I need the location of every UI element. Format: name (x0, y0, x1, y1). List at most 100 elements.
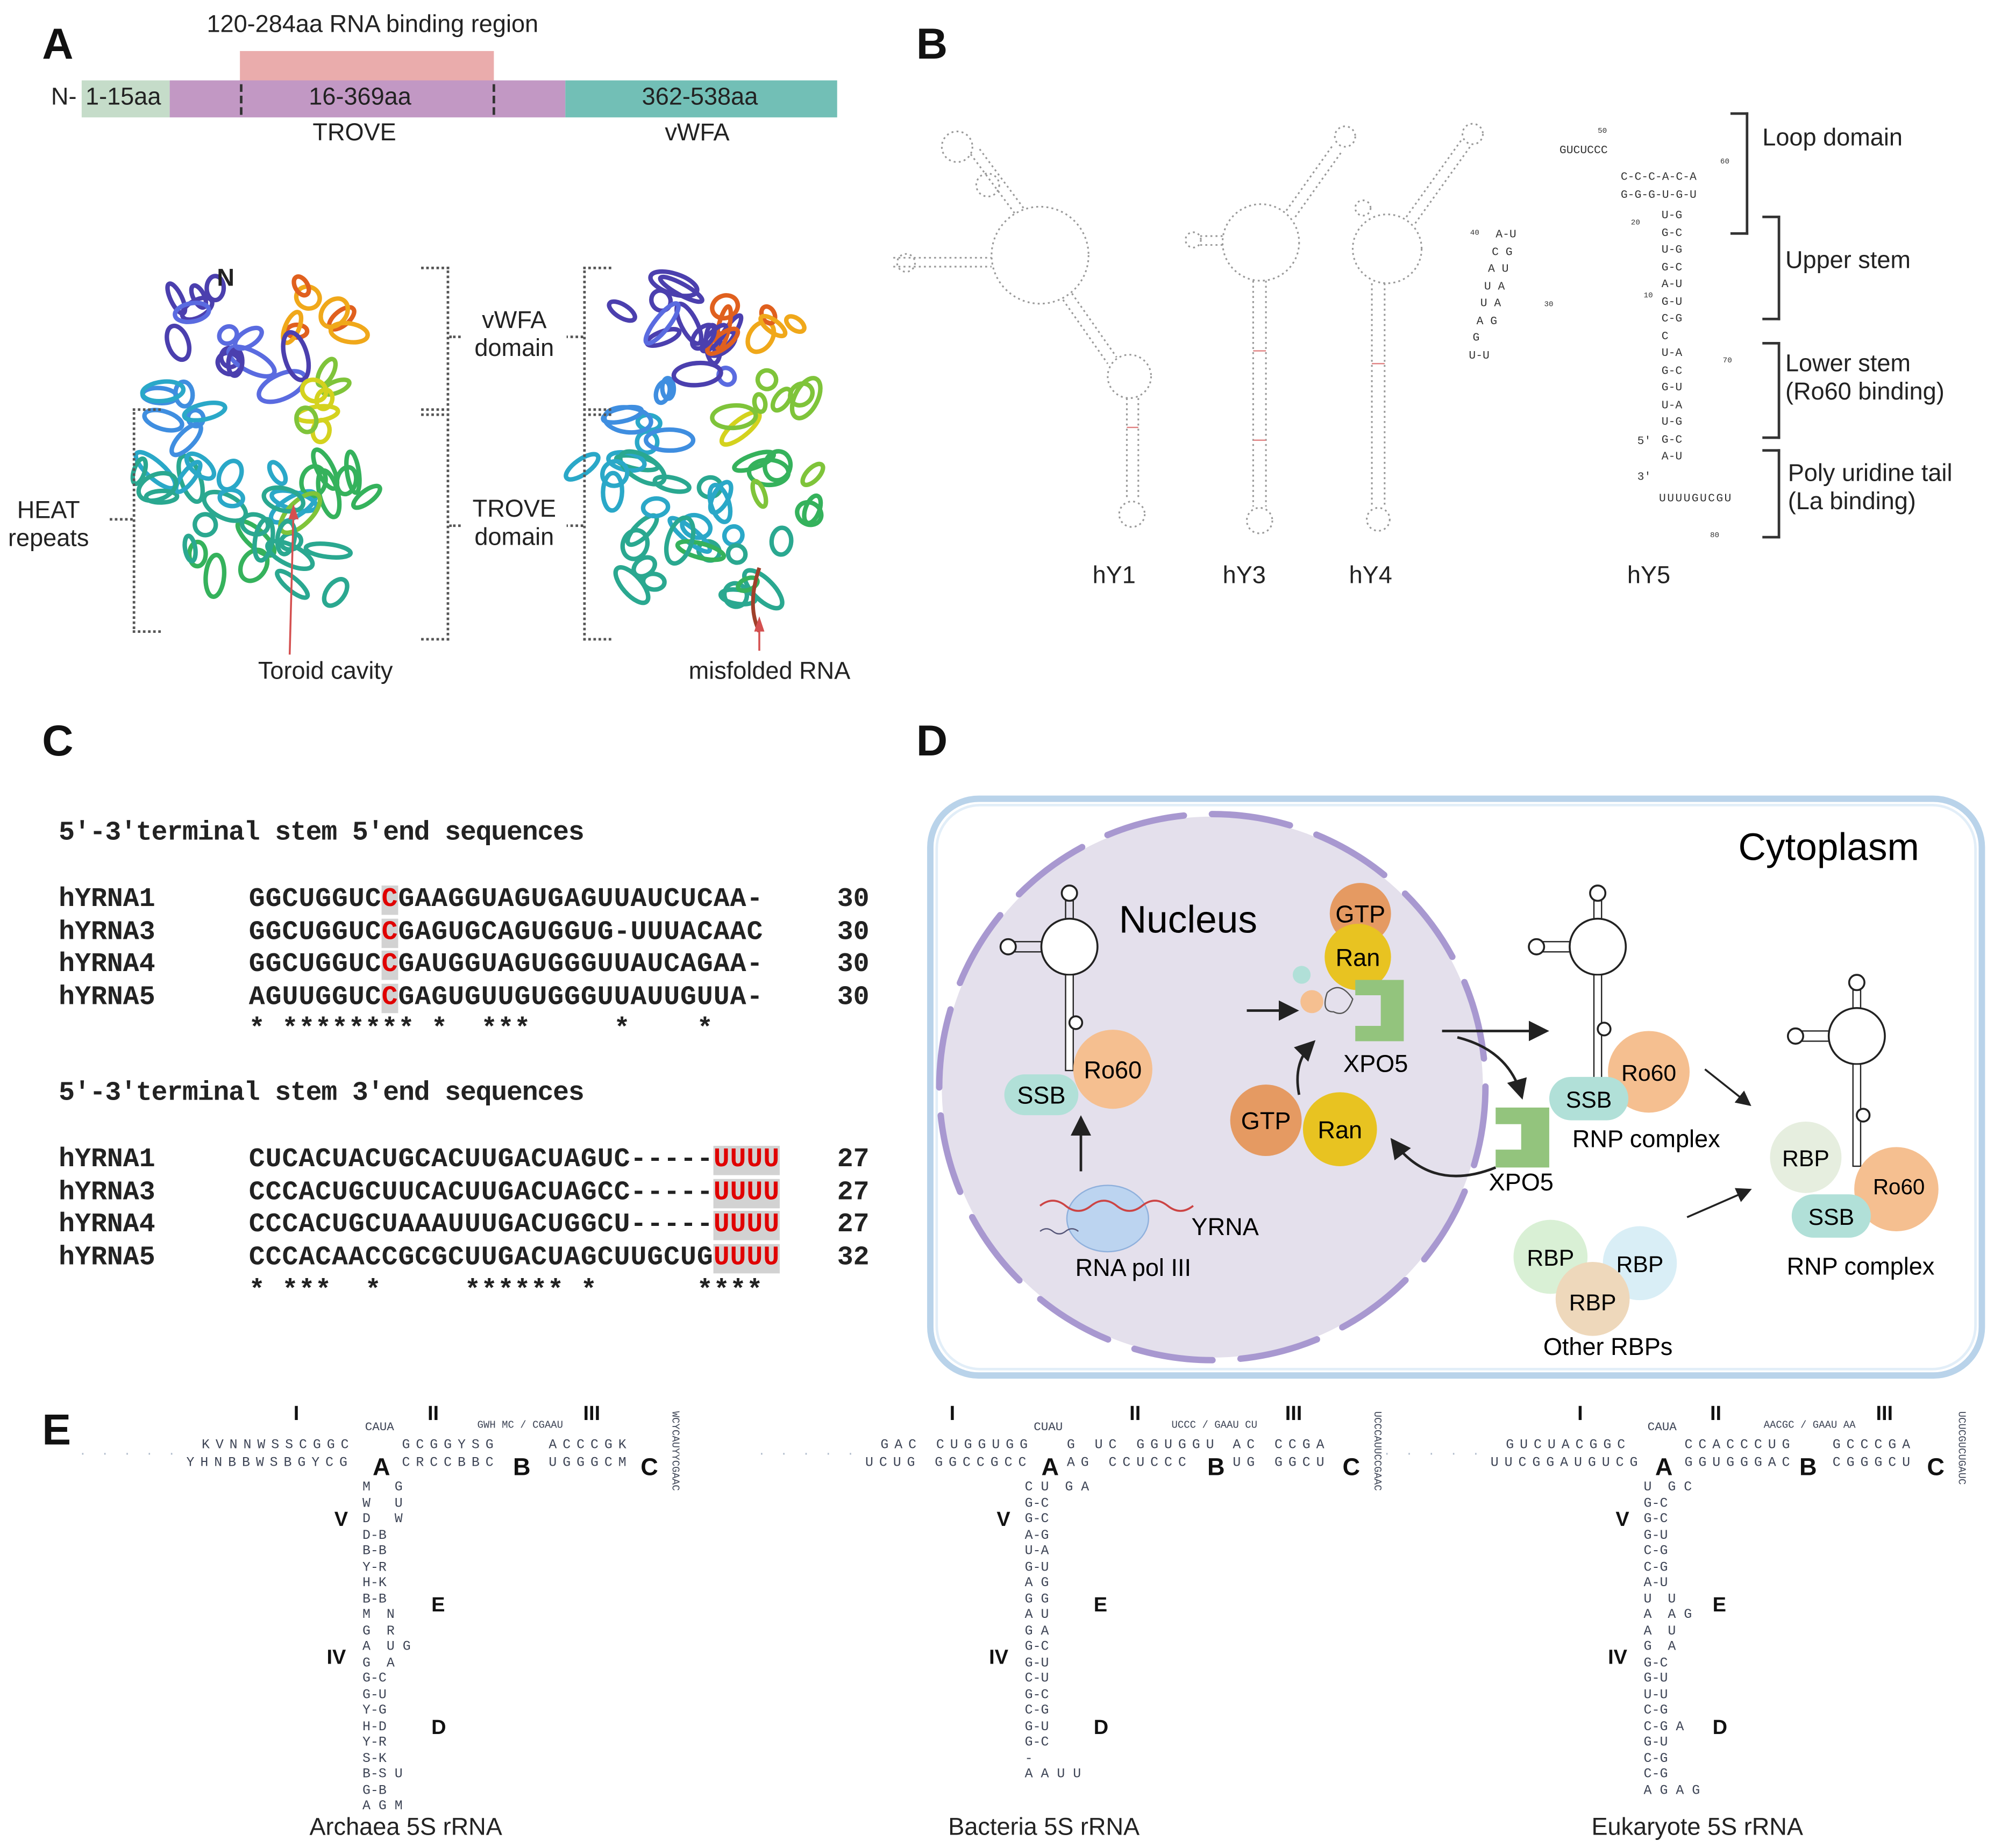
hy5-arm: A-U C G A U U A U A A G G U-U (1469, 227, 1516, 365)
yrna-icon (1786, 974, 1886, 1167)
helix-ribbon (758, 313, 788, 339)
rbp-protein (1770, 1121, 1842, 1193)
helix-ribbon (564, 452, 601, 482)
segment-label: 16-369aa (309, 84, 411, 111)
helix-ribbon (648, 269, 700, 298)
helix-ribbon (602, 405, 653, 435)
helix-label-v: V (334, 1509, 348, 1531)
hy5-loop-bottom: G-G-G-U-G-U (1620, 189, 1697, 202)
base-pair: G A (1024, 1623, 1049, 1639)
toroid-arrow (288, 510, 295, 655)
helix-i-bottom-strand: UCUG GGCCGCC (865, 1455, 1032, 1472)
helix-ribbon (281, 310, 304, 345)
base-pair: G-U (1024, 1719, 1049, 1735)
base-pair: A-U (1661, 278, 1683, 291)
highlighted-nucleotide: UUUU (713, 1211, 780, 1240)
yrna-icon (1528, 884, 1627, 1084)
xpo5-label: XPO5 (1343, 1050, 1408, 1077)
helix-label-i: I (293, 1403, 300, 1425)
nuclear-membrane (936, 811, 1489, 1364)
sequence: CUCACUACUGCACUUGACUAGUC-----UUUU (249, 1145, 780, 1176)
helix-ribbon (189, 283, 209, 310)
unpaired-dots: · · · · · (1383, 1447, 1484, 1461)
base-pair: A-G (1024, 1528, 1049, 1544)
base-pair: G-C (362, 1671, 387, 1687)
base-pair: A-U (1496, 228, 1516, 241)
helix-ribbon (226, 344, 277, 379)
helix-ribbon (328, 320, 370, 345)
loop-label-d: D (1093, 1717, 1109, 1739)
yrna-label: YRNA (1192, 1213, 1259, 1240)
base-pair: C-G (1024, 1703, 1049, 1719)
base-pair: C (1661, 330, 1669, 343)
base-pair: G-C (1661, 261, 1683, 274)
gtp-label: GTP (1335, 901, 1385, 928)
heat-repeats-label: HEAT repeats (8, 497, 89, 553)
loop-label-a: A (372, 1454, 390, 1482)
helix-label-iii: III (583, 1403, 601, 1425)
helix-ribbon (315, 356, 338, 388)
position-number: 10 (1643, 291, 1653, 300)
loop-c-sequence: WCYCAUYYCGAAC (668, 1411, 680, 1491)
base-pair: U A (1484, 280, 1505, 293)
loop-c-sequence: UCCCAUUCCGAAC (1370, 1411, 1383, 1491)
helix-ribbon (600, 459, 630, 488)
base-pair: C U G A (1024, 1480, 1089, 1496)
helix-ribbon (770, 387, 793, 413)
panel-label-e: E (42, 1406, 72, 1455)
sequence: AGUUGGUCCGAGUGUUGUGGGUUAUUGUUA- (249, 982, 764, 1014)
base-pair: G-C (1661, 364, 1683, 377)
base-pair: A U G (362, 1639, 411, 1655)
base-pair: W U (362, 1496, 403, 1511)
segment-label: 1-15aa (85, 84, 161, 111)
base-pair: U A (1480, 297, 1501, 310)
toroid-cavity-label: Toroid cavity (258, 658, 393, 686)
base-pair: B-S U (362, 1767, 403, 1783)
loop-domain-bracket (1730, 112, 1749, 235)
base-pair: A A G (1643, 1608, 1692, 1623)
arrowhead-icon (754, 616, 765, 632)
dashed-divider (493, 84, 495, 115)
panel-label-b: B (916, 20, 948, 69)
hy3-structure (1185, 125, 1356, 534)
base-pair: G R (362, 1623, 395, 1639)
ro60-label: Ro60 (1084, 1056, 1142, 1083)
base-pair: H-D (362, 1719, 387, 1735)
base-pair: U-G (1661, 209, 1683, 222)
helix-ribbon (322, 577, 350, 608)
rnp-complex-label: RNP complex (1572, 1125, 1720, 1152)
position-number: 50 (1598, 126, 1607, 135)
sequence: GGCUGGUCCGAAGGUAGUGAGUUAUCUCAA- (249, 884, 764, 916)
helix-label-iii: III (1876, 1403, 1893, 1425)
sequence-name: hYRNA5 (59, 983, 155, 1013)
helix-ribbon (725, 543, 748, 565)
base-pair: Y-R (362, 1735, 387, 1751)
helix-ribbon (187, 539, 208, 569)
base-pair: U-A (1024, 1544, 1049, 1559)
helix-ribbon (217, 324, 239, 346)
sequence-prefix: AGUUGGUC (248, 983, 382, 1013)
loop-label-c: C (640, 1454, 658, 1482)
sequence-name: hYRNA3 (59, 1178, 155, 1208)
helix-ribbon (653, 379, 672, 405)
sequence: CCCACUGCUUCACUUGACUAGCC-----UUUU (249, 1177, 780, 1209)
helix-ribbon (802, 493, 823, 525)
highlighted-nucleotide: C (381, 918, 398, 948)
base-pair: A-U (1643, 1575, 1668, 1592)
hy5-stem: U-G G-C U-G G-C A-U G-U C-G C U-A G-C G-U U-A U-G G-C… (1662, 208, 1682, 467)
base-pair: S-K (362, 1751, 387, 1767)
base-pair: A G A G (1643, 1783, 1700, 1799)
trove-bracket-right (583, 413, 611, 641)
hy5-loop-top: C-C-C-A-C-A (1620, 170, 1697, 184)
yrna-icon (999, 884, 1099, 1072)
hy1-label: hY1 (1092, 562, 1136, 590)
helix-ribbon (618, 449, 667, 487)
helix-label-iv: IV (326, 1647, 346, 1669)
base-pair: G-C (1024, 1639, 1049, 1655)
loop-label-c: C (1927, 1454, 1945, 1482)
helix-label-iv: IV (989, 1647, 1009, 1669)
helix-ribbon (216, 459, 244, 492)
panel-label-a: A (42, 20, 74, 69)
ssb-label: SSB (1566, 1087, 1612, 1113)
